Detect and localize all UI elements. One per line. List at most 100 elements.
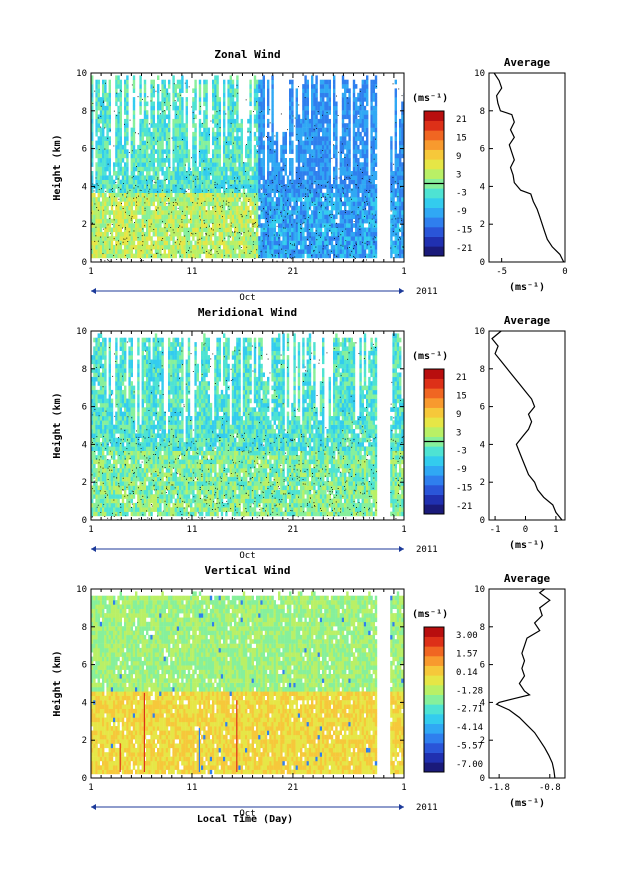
heatmap-cell [150,192,153,198]
zero-contour-dot [132,175,134,177]
heatmap-cell [308,197,312,202]
zero-contour-dot [359,225,361,227]
heatmap-cell [267,175,270,180]
zero-contour-dot [248,179,250,181]
heatmap-cell [341,101,345,107]
heatmap-cell [359,253,362,259]
heatmap-cell [253,162,257,167]
heatmap-cell [346,184,349,189]
heatmap-cell [236,153,239,159]
zero-contour-dot [216,138,218,140]
heatmap-cell [135,223,138,228]
heatmap-cell [269,240,272,246]
heatmap-cell [295,110,298,115]
heatmap-cell [187,197,191,202]
heatmap-cell [172,123,175,128]
heatmap-cell [185,218,188,224]
heatmap-cell [346,244,349,250]
heatmap-cell [212,197,215,202]
heatmap-cell [130,223,133,228]
heatmap-cell [284,188,287,193]
heatmap-cell [161,110,164,115]
heatmap-cell [264,240,268,246]
heatmap-cell [275,175,279,180]
heatmap-cell [102,184,105,189]
heatmap-cell [168,201,171,207]
heatmap-cell [102,105,105,111]
heatmap-cell [179,236,182,241]
heatmap-cell [253,123,257,128]
heatmap-cell [348,227,351,233]
heatmap-cell [93,236,96,241]
heatmap-cell [216,223,219,228]
zero-contour-dot [270,209,271,211]
heatmap-cell [319,114,323,120]
heatmap-cell [126,171,129,176]
heatmap-cell [302,201,305,207]
zero-contour-dot [137,237,139,239]
heatmap-cell [330,244,334,250]
zero-contour-dot [201,202,202,204]
heatmap-cell [170,249,173,254]
heatmap-cell [260,166,263,172]
heatmap-cell [170,179,173,185]
heatmap-cell [108,158,111,163]
heatmap-cell [289,249,292,254]
heatmap-cell [308,131,312,137]
heatmap-cell [157,140,160,146]
heatmap-cell [227,127,230,133]
heatmap-cell [361,166,364,172]
heatmap-cell [176,79,180,85]
heatmap-cell [181,253,184,259]
heatmap-cell [282,184,285,189]
heatmap-cell [352,210,356,215]
heatmap-cell [333,84,336,89]
heatmap-cell [124,144,127,150]
heatmap-cell [275,253,279,259]
heatmap-cell [163,244,166,250]
heatmap-cell [139,166,142,172]
heatmap-cell [236,144,239,150]
heatmap-cell [304,140,307,146]
heatmap-cell [218,179,221,185]
heatmap-cell [110,236,114,241]
heatmap-cell [300,175,303,180]
heatmap-cell [324,231,327,237]
heatmap-cell [326,197,329,202]
heatmap-cell [267,101,270,107]
heatmap-cell [220,231,224,237]
zero-contour-dot [336,227,338,228]
heatmap-cell [238,205,241,211]
heatmap-cell [333,249,336,254]
heatmap-cell [97,149,100,154]
heatmap-cell [196,179,199,185]
heatmap-cell [146,210,149,215]
zero-contour-dot [191,106,193,108]
heatmap-cell [258,179,261,185]
heatmap-cell [150,97,153,102]
heatmap-cell [172,162,175,167]
heatmap-cell [249,114,252,120]
heatmap-cell [203,236,206,241]
heatmap-cell [311,84,314,89]
heatmap-cell [253,144,257,150]
heatmap-cell [234,244,237,250]
heatmap-cell [192,227,195,233]
heatmap-cell [328,84,331,89]
heatmap-cell [240,127,243,133]
heatmap-cell [366,153,369,159]
heatmap-cell [346,123,349,128]
heatmap-cell [163,192,166,198]
heatmap-cell [205,236,208,241]
heatmap-cell [117,253,120,259]
heatmap-cell [260,118,263,124]
zero-contour-dot [216,183,218,185]
heatmap-cell [198,79,202,85]
heatmap-cell [157,179,160,185]
heatmap-cell [135,201,138,207]
heatmap-cell [108,105,111,111]
heatmap-cell [198,218,202,224]
heatmap-cell [352,192,356,198]
heatmap-cell [121,166,125,172]
heatmap-cell [352,144,356,150]
